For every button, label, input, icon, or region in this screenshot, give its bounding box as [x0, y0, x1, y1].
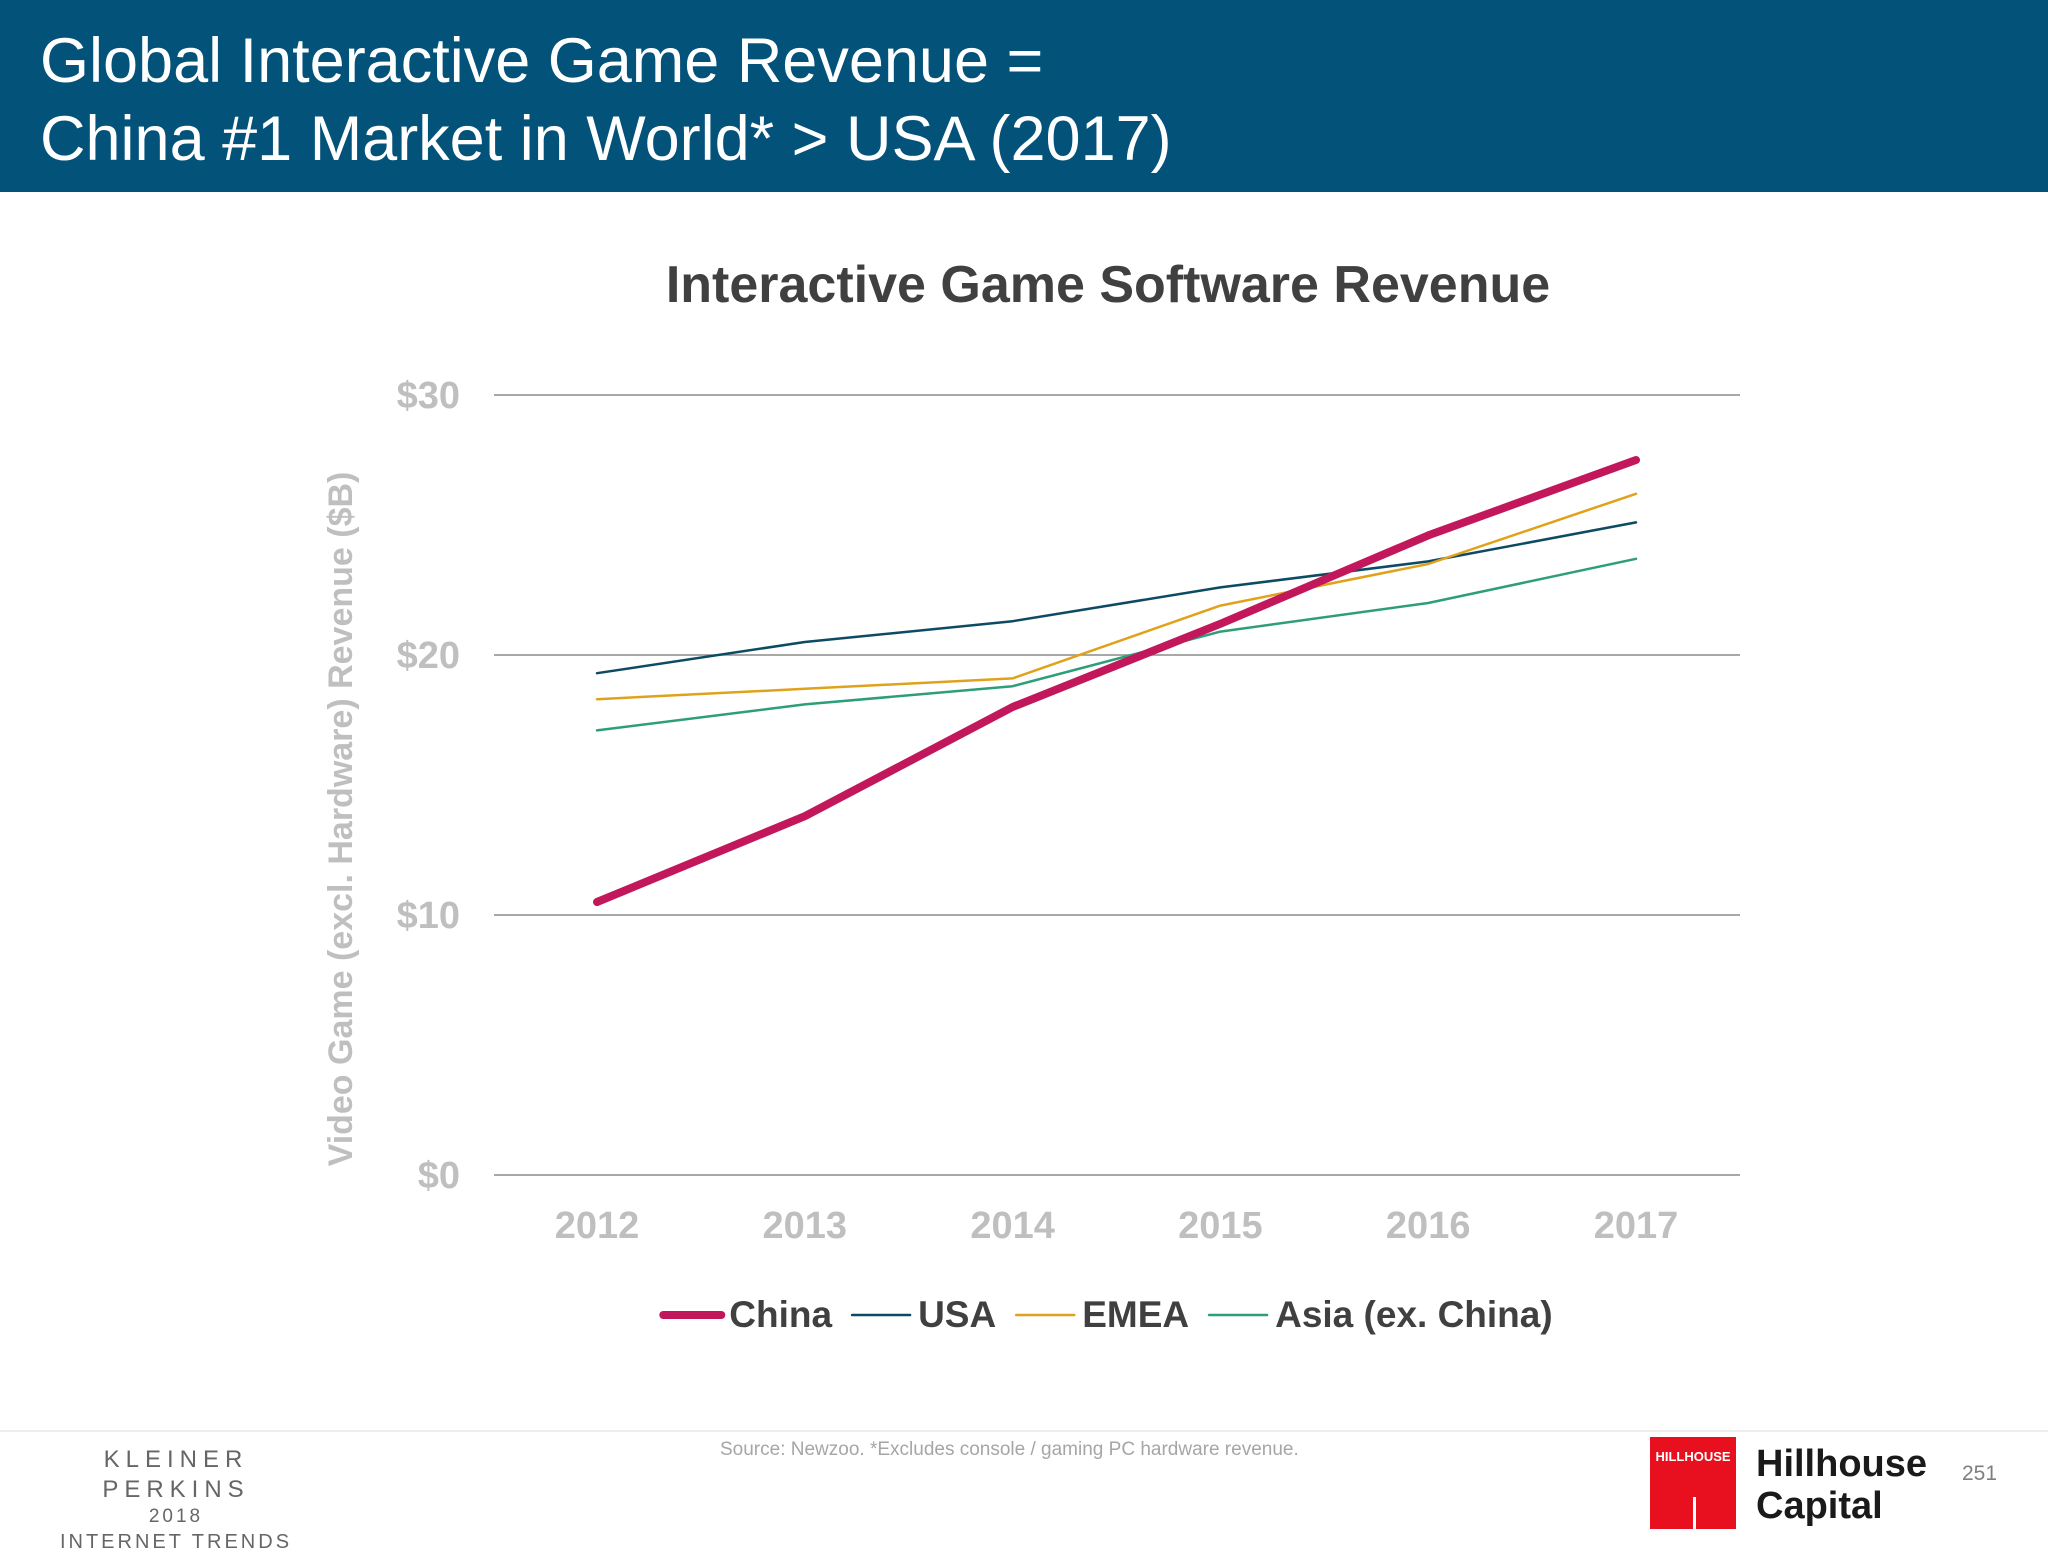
y-tick-label: $0 [418, 1155, 460, 1197]
y-axis-ticks: $0 $10 $20 $30 [397, 375, 460, 1197]
chart-area: Interactive Game Software Revenue Video … [0, 192, 2048, 1432]
header-banner: Global Interactive Game Revenue = China … [0, 0, 2048, 192]
page-number: 251 [1962, 1462, 1998, 1485]
y-tick-label: $10 [397, 895, 460, 937]
x-tick-label: 2014 [970, 1205, 1055, 1247]
x-tick-label: 2012 [555, 1205, 640, 1247]
source-note: Source: Newzoo. *Excludes console / gami… [720, 1439, 1299, 1460]
x-tick-label: 2017 [1594, 1205, 1679, 1247]
partner-line-1: Hillhouse [1756, 1443, 1928, 1485]
hillhouse-logo-bar [1693, 1497, 1696, 1529]
partner-line-2: Capital [1756, 1485, 1883, 1527]
brand-line-1: KLEINER PERKINS [102, 1446, 250, 1503]
footer-divider [0, 1430, 2048, 1432]
legend: China USA EMEA Asia (ex. China) [659, 1294, 1553, 1335]
page-title-line-2: China #1 Market in World* > USA (2017) [40, 104, 1172, 174]
line-chart: Interactive Game Software Revenue Video … [322, 256, 1740, 1335]
page-title-line-1: Global Interactive Game Revenue = [40, 26, 1044, 96]
brand-line-3: INTERNET TRENDS [59, 1531, 293, 1553]
y-tick-label: $30 [397, 375, 460, 417]
legend-label: Asia (ex. China) [1275, 1294, 1553, 1335]
series-line-asia-ex-china [595, 557, 1638, 732]
series-line-emea [595, 492, 1638, 701]
kleiner-perkins-logo: KLEINER PERKINS 2018 INTERNET TRENDS [26, 1445, 326, 1555]
series-line-usa [595, 521, 1638, 675]
hillhouse-logo-icon: HILLHOUSE [1650, 1437, 1736, 1529]
y-tick-label: $20 [397, 635, 460, 677]
gridlines [494, 394, 1740, 1176]
page-title: Global Interactive Game Revenue = China … [40, 22, 1172, 178]
chart-title: Interactive Game Software Revenue [666, 256, 1550, 314]
y-axis-label: Video Game (excl. Hardware) Revenue ($B) [322, 472, 360, 1167]
hillhouse-capital-name: Hillhouse Capital [1756, 1443, 1927, 1527]
legend-label: China [729, 1294, 832, 1335]
x-axis-ticks: 2012 2013 2014 2015 2016 2017 [555, 1205, 1679, 1247]
legend-label: EMEA [1082, 1294, 1189, 1335]
series-lines [593, 456, 1640, 906]
hillhouse-logo-wordmark: HILLHOUSE [1655, 1449, 1731, 1464]
series-line-china [593, 456, 1640, 906]
x-tick-label: 2013 [763, 1205, 848, 1247]
x-tick-label: 2015 [1178, 1205, 1263, 1247]
legend-label: USA [918, 1294, 996, 1335]
x-tick-label: 2016 [1386, 1205, 1471, 1247]
brand-line-2: 2018 [148, 1506, 204, 1527]
